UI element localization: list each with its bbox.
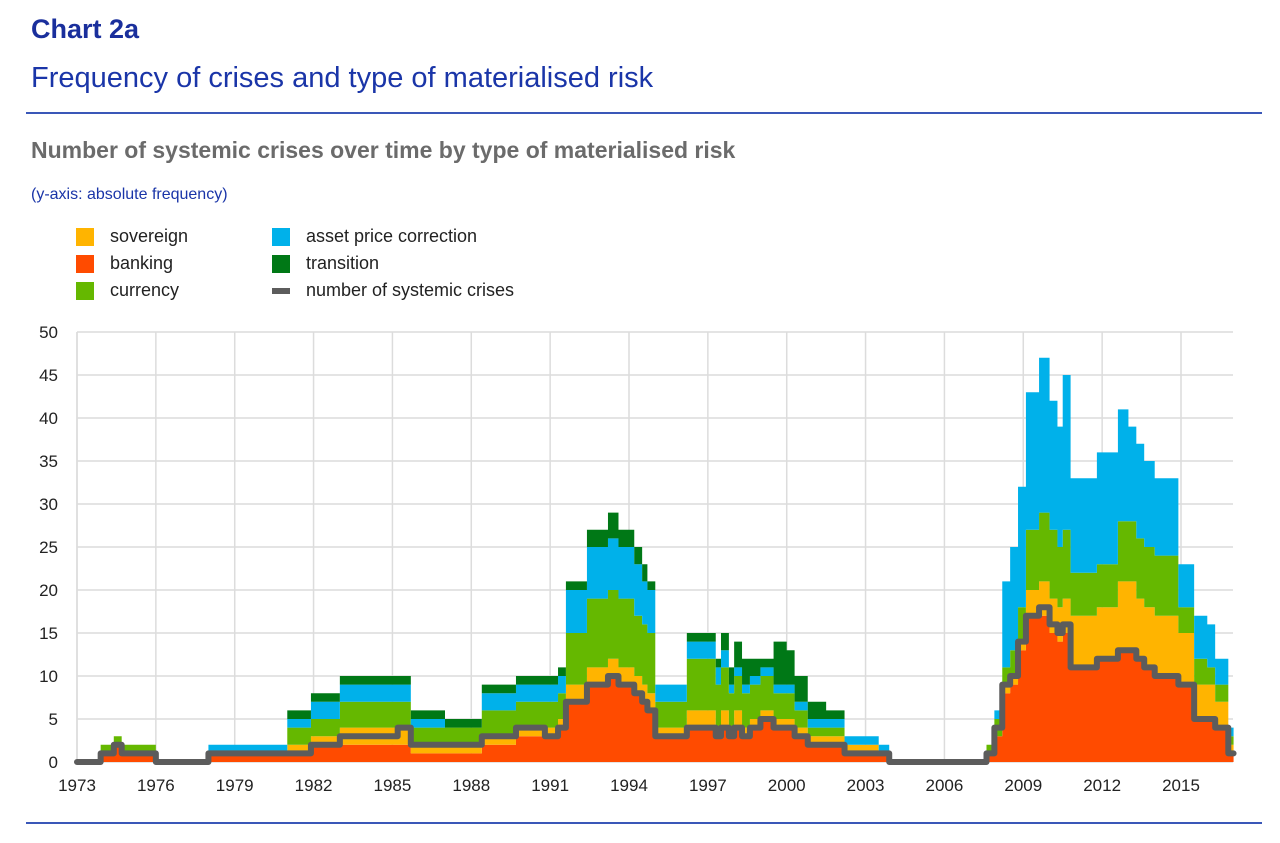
legend-swatch-asset: [272, 227, 290, 246]
legend-swatch-sovereign: [76, 227, 94, 246]
y-tick-label: 25: [39, 538, 58, 557]
x-tick-label: 1994: [610, 776, 648, 795]
x-tick-label: 2006: [926, 776, 964, 795]
legend-item-currency: currency: [76, 280, 179, 301]
legend-label: sovereign: [110, 226, 189, 246]
y-tick-label: 45: [39, 366, 58, 385]
y-tick-label: 35: [39, 452, 58, 471]
y-tick-label: 0: [49, 753, 58, 772]
legend-item-transition: transition: [272, 253, 379, 274]
legend-swatch-banking: [76, 254, 94, 273]
legend-label: banking: [110, 253, 174, 273]
y-tick-label: 10: [39, 667, 58, 686]
chart-number: Chart 2a: [31, 14, 140, 44]
legend-item-sovereign: sovereign: [76, 226, 188, 247]
x-tick-label: 1997: [689, 776, 727, 795]
crises-line-layer: [74, 604, 1237, 765]
line-systemic-crises: [74, 604, 1237, 765]
area-currency: [77, 512, 1234, 762]
y-tick-label: 5: [49, 710, 58, 729]
legend-item-asset-price-correction: asset price correction: [272, 226, 477, 247]
x-tick-label: 2009: [1004, 776, 1042, 795]
legend-label: currency: [110, 280, 180, 300]
x-tick-label: 2015: [1162, 776, 1200, 795]
y-axis-note: (y-axis: absolute frequency): [31, 186, 228, 203]
x-tick-label: 1979: [216, 776, 254, 795]
y-tick-label: 50: [39, 323, 58, 342]
legend-label: transition: [306, 253, 380, 273]
x-tick-label: 2012: [1083, 776, 1121, 795]
top-divider: [26, 112, 1262, 114]
bottom-divider: [26, 822, 1262, 824]
x-tick-label: 2003: [847, 776, 885, 795]
legend: sovereign banking currency asset price c…: [76, 226, 596, 310]
y-tick-label: 20: [39, 581, 58, 600]
x-tick-label: 1988: [452, 776, 490, 795]
x-tick-label: 2000: [768, 776, 806, 795]
legend-swatch-currency: [76, 281, 94, 300]
legend-item-banking: banking: [76, 253, 173, 274]
legend-label: asset price correction: [306, 226, 478, 246]
y-tick-label: 30: [39, 495, 58, 514]
legend-item-systemic-crises: number of systemic crises: [272, 280, 514, 301]
x-tick-label: 1985: [374, 776, 412, 795]
x-tick-label: 1976: [137, 776, 175, 795]
x-tick-label: 1973: [58, 776, 96, 795]
x-tick-label: 1991: [531, 776, 569, 795]
y-tick-label: 40: [39, 409, 58, 428]
chart-title: Frequency of crises and type of material…: [31, 62, 654, 94]
y-axis: 0 5 10 15 20 25 30 35 40 45 50: [39, 323, 58, 772]
chart-subtitle: Number of systemic crises over time by t…: [31, 137, 736, 163]
legend-swatch-crises-line: [272, 287, 290, 294]
legend-swatch-transition: [272, 254, 290, 273]
y-tick-label: 15: [39, 624, 58, 643]
legend-label: number of systemic crises: [306, 280, 515, 300]
x-axis: 1973 1976 1979 1982 1985 1988 1991 1994 1997 2000…: [58, 776, 1200, 795]
x-tick-label: 1982: [295, 776, 333, 795]
